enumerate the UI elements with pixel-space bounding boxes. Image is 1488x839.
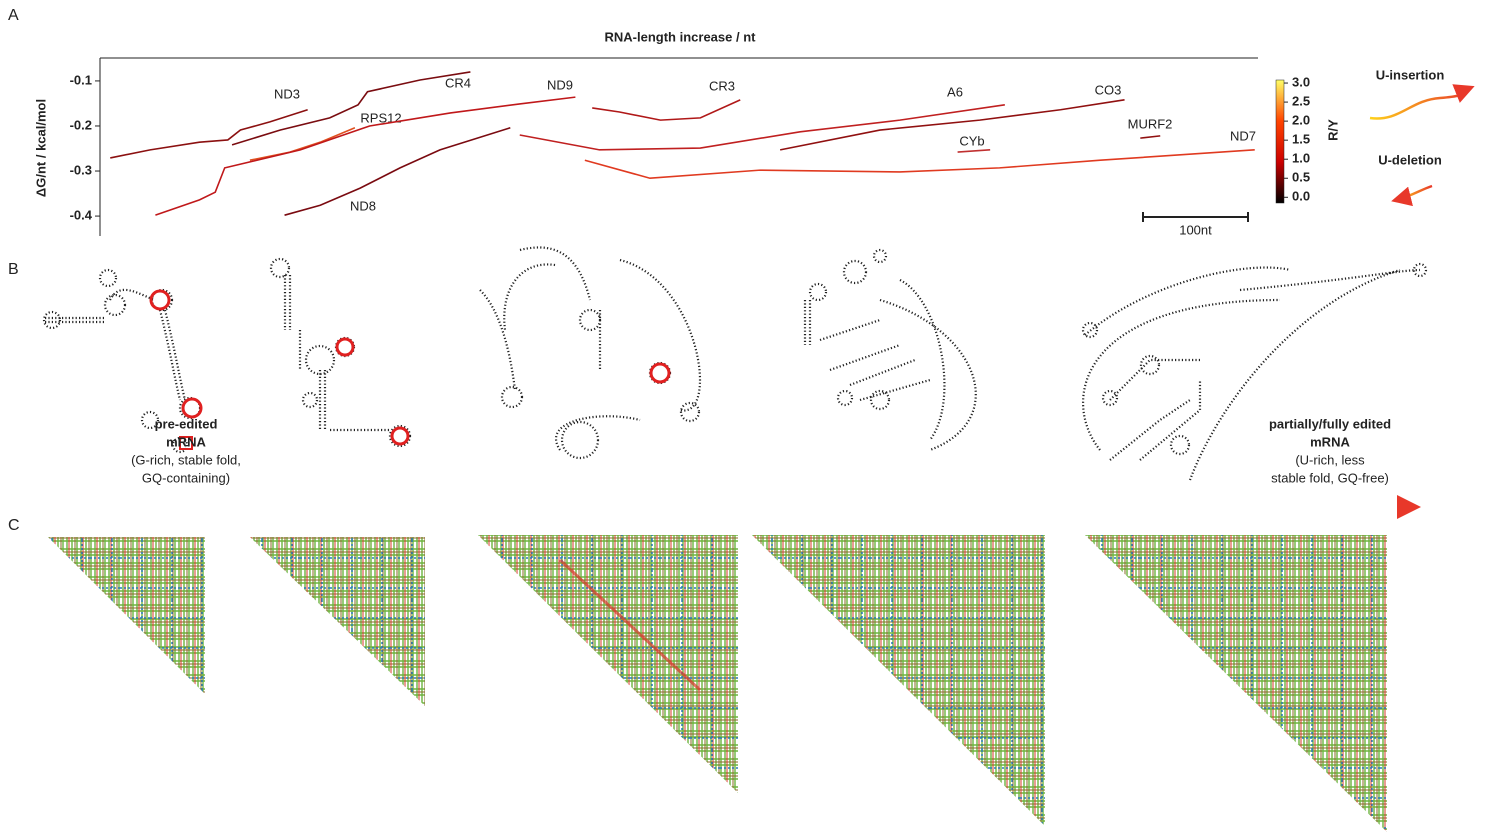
y-axis-label: ΔG/nt / kcal/mol [33,99,48,197]
series-line [110,110,307,158]
end-label: partially/fully edited [1269,416,1391,431]
insertion-label: U-insertion [1376,67,1445,82]
start-label: mRNA [166,434,206,449]
panel-letter: A [8,7,19,24]
series-line [285,128,511,215]
series-line [585,150,1255,178]
end-label: mRNA [1310,434,1350,449]
series-line [1140,136,1160,138]
structures [44,247,1426,480]
figure: A B C RNA-length increase / nt ΔG/nt / k… [0,0,1488,834]
series-label: CR3 [709,78,735,93]
panel-letter: C [8,517,20,534]
series-label: CYb [959,133,984,148]
colorbar-tick-label: 2.5 [1292,94,1310,109]
series-label: CO3 [1095,82,1122,97]
deletion-label: U-deletion [1378,152,1442,167]
series-label: ND7 [1230,128,1256,143]
series-label: A6 [947,84,963,99]
end-note: stable fold, GQ-free) [1271,470,1389,485]
deletion-arrow [1396,186,1432,200]
colorbar-tick-label: 0.0 [1292,189,1310,204]
series-label: CR4 [445,75,471,90]
colorbar-tick-label: 1.5 [1292,132,1310,147]
y-tick-label: -0.4 [70,208,93,223]
series-label: ND3 [274,86,300,101]
series-label: RPS12 [360,110,401,125]
scale-bar-label: 100nt [1179,222,1212,237]
y-tick-label: -0.3 [70,162,92,177]
end-note: (U-rich, less [1295,452,1365,467]
y-tick-label: -0.1 [70,72,92,87]
start-note: (G-rich, stable fold, [131,452,241,467]
colorbar-tick-label: 3.0 [1292,74,1310,89]
y-tick-label: -0.2 [70,117,92,132]
series-line [780,100,1124,150]
panel-letter: B [8,261,19,278]
series-line [592,100,740,120]
series-line [958,150,991,152]
series-line [232,72,470,145]
colorbar-tick-label: 2.0 [1292,113,1310,128]
chart-title: RNA-length increase / nt [605,29,757,44]
start-note: GQ-containing) [142,470,230,485]
series-line [520,105,1005,150]
start-label: pre-edited [155,416,218,431]
series-label: MURF2 [1128,116,1173,131]
colorbar-tick-label: 0.5 [1292,170,1310,185]
contact-maps [48,535,1387,832]
series-label: ND9 [547,77,573,92]
colorbar [1276,80,1284,203]
colorbar-tick-label: 1.0 [1292,151,1310,166]
insertion-arrow [1370,88,1470,118]
colorbar-label: R/Y [1325,119,1340,141]
series-line [250,128,355,160]
series-label: ND8 [350,198,376,213]
